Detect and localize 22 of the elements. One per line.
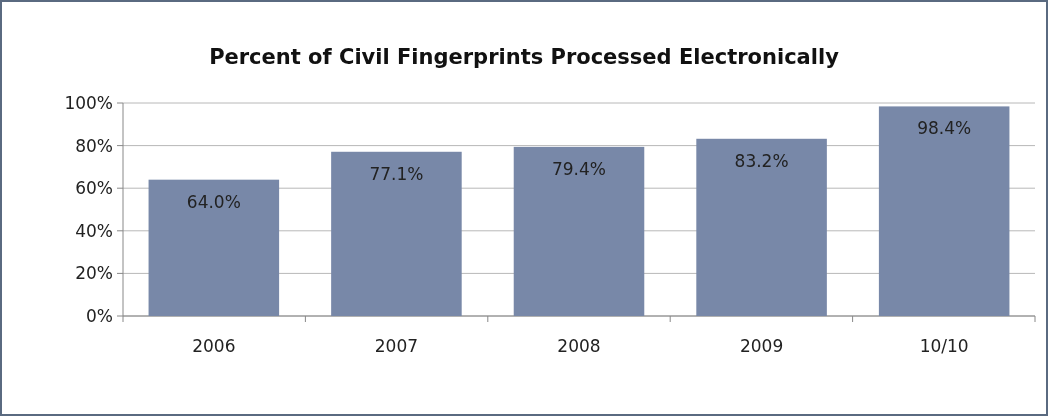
y-tick-label: 0% [86, 305, 113, 326]
bar [331, 151, 462, 316]
x-tick-label: 2008 [557, 336, 601, 356]
bar [696, 138, 827, 316]
data-label: 83.2% [734, 150, 789, 171]
y-tick-label: 100% [64, 92, 113, 113]
y-tick-label: 60% [75, 178, 113, 199]
data-label: 98.4% [917, 118, 972, 139]
bar [513, 146, 645, 316]
y-tick-label: 20% [75, 263, 113, 284]
x-tick-label: 10/10 [919, 336, 969, 356]
x-tick-label: 2009 [739, 336, 784, 356]
chart-title: Percent of Civil Fingerprints Processed Electronically [209, 45, 840, 69]
data-label: 79.4% [551, 158, 607, 179]
data-label: 64.0% [186, 191, 241, 212]
x-tick-label: 2007 [374, 336, 419, 356]
y-tick-label: 80% [75, 135, 113, 156]
bar [878, 106, 1010, 316]
data-label: 77.1% [369, 163, 424, 184]
y-tick-label: 40% [75, 220, 113, 241]
x-tick-label: 2006 [192, 336, 236, 356]
bar [148, 179, 280, 316]
